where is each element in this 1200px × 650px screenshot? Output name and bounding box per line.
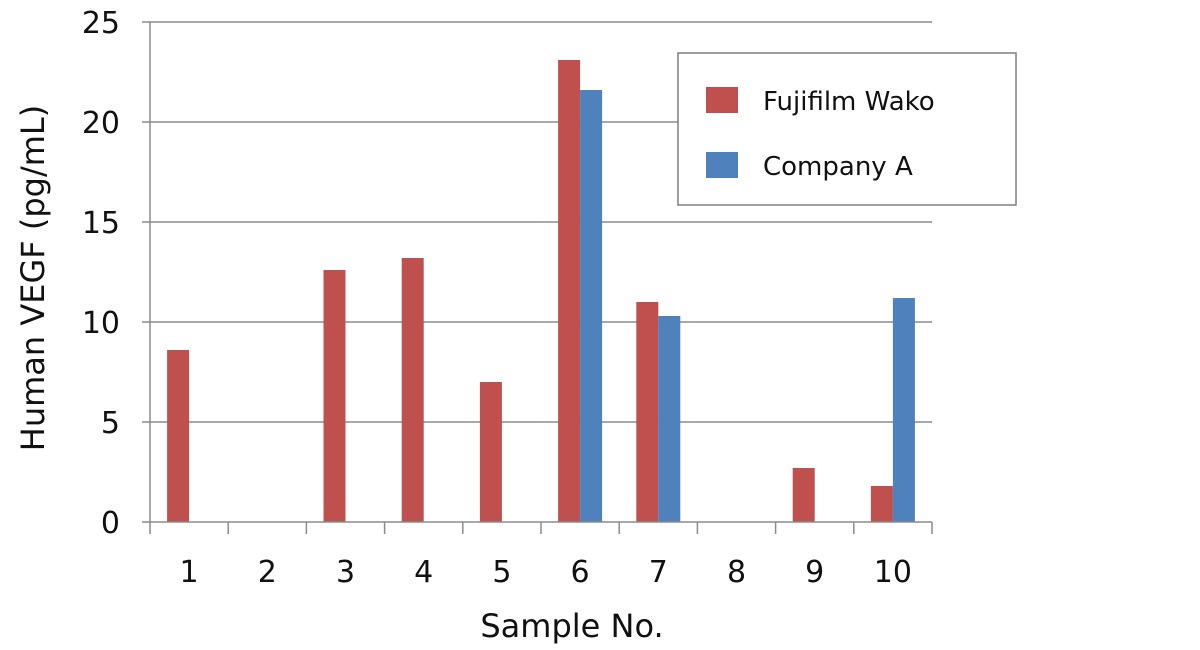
bar-fujifilm-wako-sample-7 (636, 302, 659, 522)
legend-label-fujifilm-wako: Fujifilm Wako (763, 87, 935, 117)
x-tick-label-1: 1 (180, 555, 199, 590)
y-tick-label-10: 10 (82, 306, 120, 341)
bar-company-a-sample-6 (580, 90, 603, 522)
bar-fujifilm-wako-sample-10 (870, 486, 893, 522)
x-tick-label-8: 8 (727, 555, 746, 590)
x-axis-title: Sample No. (480, 607, 663, 645)
bar-company-a-sample-7 (658, 316, 681, 522)
bar-fujifilm-wako-sample-9 (792, 468, 815, 522)
x-tick-label-3: 3 (336, 555, 355, 590)
y-tick-label-0: 0 (101, 506, 120, 541)
x-tick-label-4: 4 (414, 555, 433, 590)
axes (142, 21, 933, 534)
legend: Fujifilm Wako Company A (677, 52, 1017, 206)
bar-fujifilm-wako-sample-6 (558, 60, 581, 522)
bar-fujifilm-wako-sample-5 (479, 382, 502, 522)
bar-fujifilm-wako-sample-4 (401, 258, 424, 522)
y-tick-label-20: 20 (82, 106, 120, 141)
legend-swatch-fujifilm-wako (706, 87, 738, 113)
x-tick-label-9: 9 (805, 555, 824, 590)
y-axis-title: Human VEGF (pg/mL) (14, 105, 52, 451)
x-tick-label-7: 7 (649, 555, 668, 590)
bar-fujifilm-wako-sample-1 (167, 350, 190, 522)
y-tick-label-5: 5 (101, 406, 120, 441)
bar-fujifilm-wako-sample-3 (323, 270, 346, 522)
x-tick-label-10: 10 (874, 555, 912, 590)
y-tick-labels: 0 5 10 15 20 25 (82, 6, 120, 541)
legend-swatch-company-a (706, 152, 738, 178)
legend-label-company-a: Company A (763, 152, 913, 182)
bars (167, 60, 915, 522)
bar-company-a-sample-10 (892, 298, 915, 522)
x-tick-label-2: 2 (258, 555, 277, 590)
y-tick-label-25: 25 (82, 6, 120, 41)
x-tick-label-5: 5 (492, 555, 511, 590)
legend-box (677, 52, 1017, 206)
x-tick-label-6: 6 (571, 555, 590, 590)
x-tick-labels: 1 2 3 4 5 6 7 8 9 10 (180, 555, 912, 590)
y-tick-label-15: 15 (82, 206, 120, 241)
